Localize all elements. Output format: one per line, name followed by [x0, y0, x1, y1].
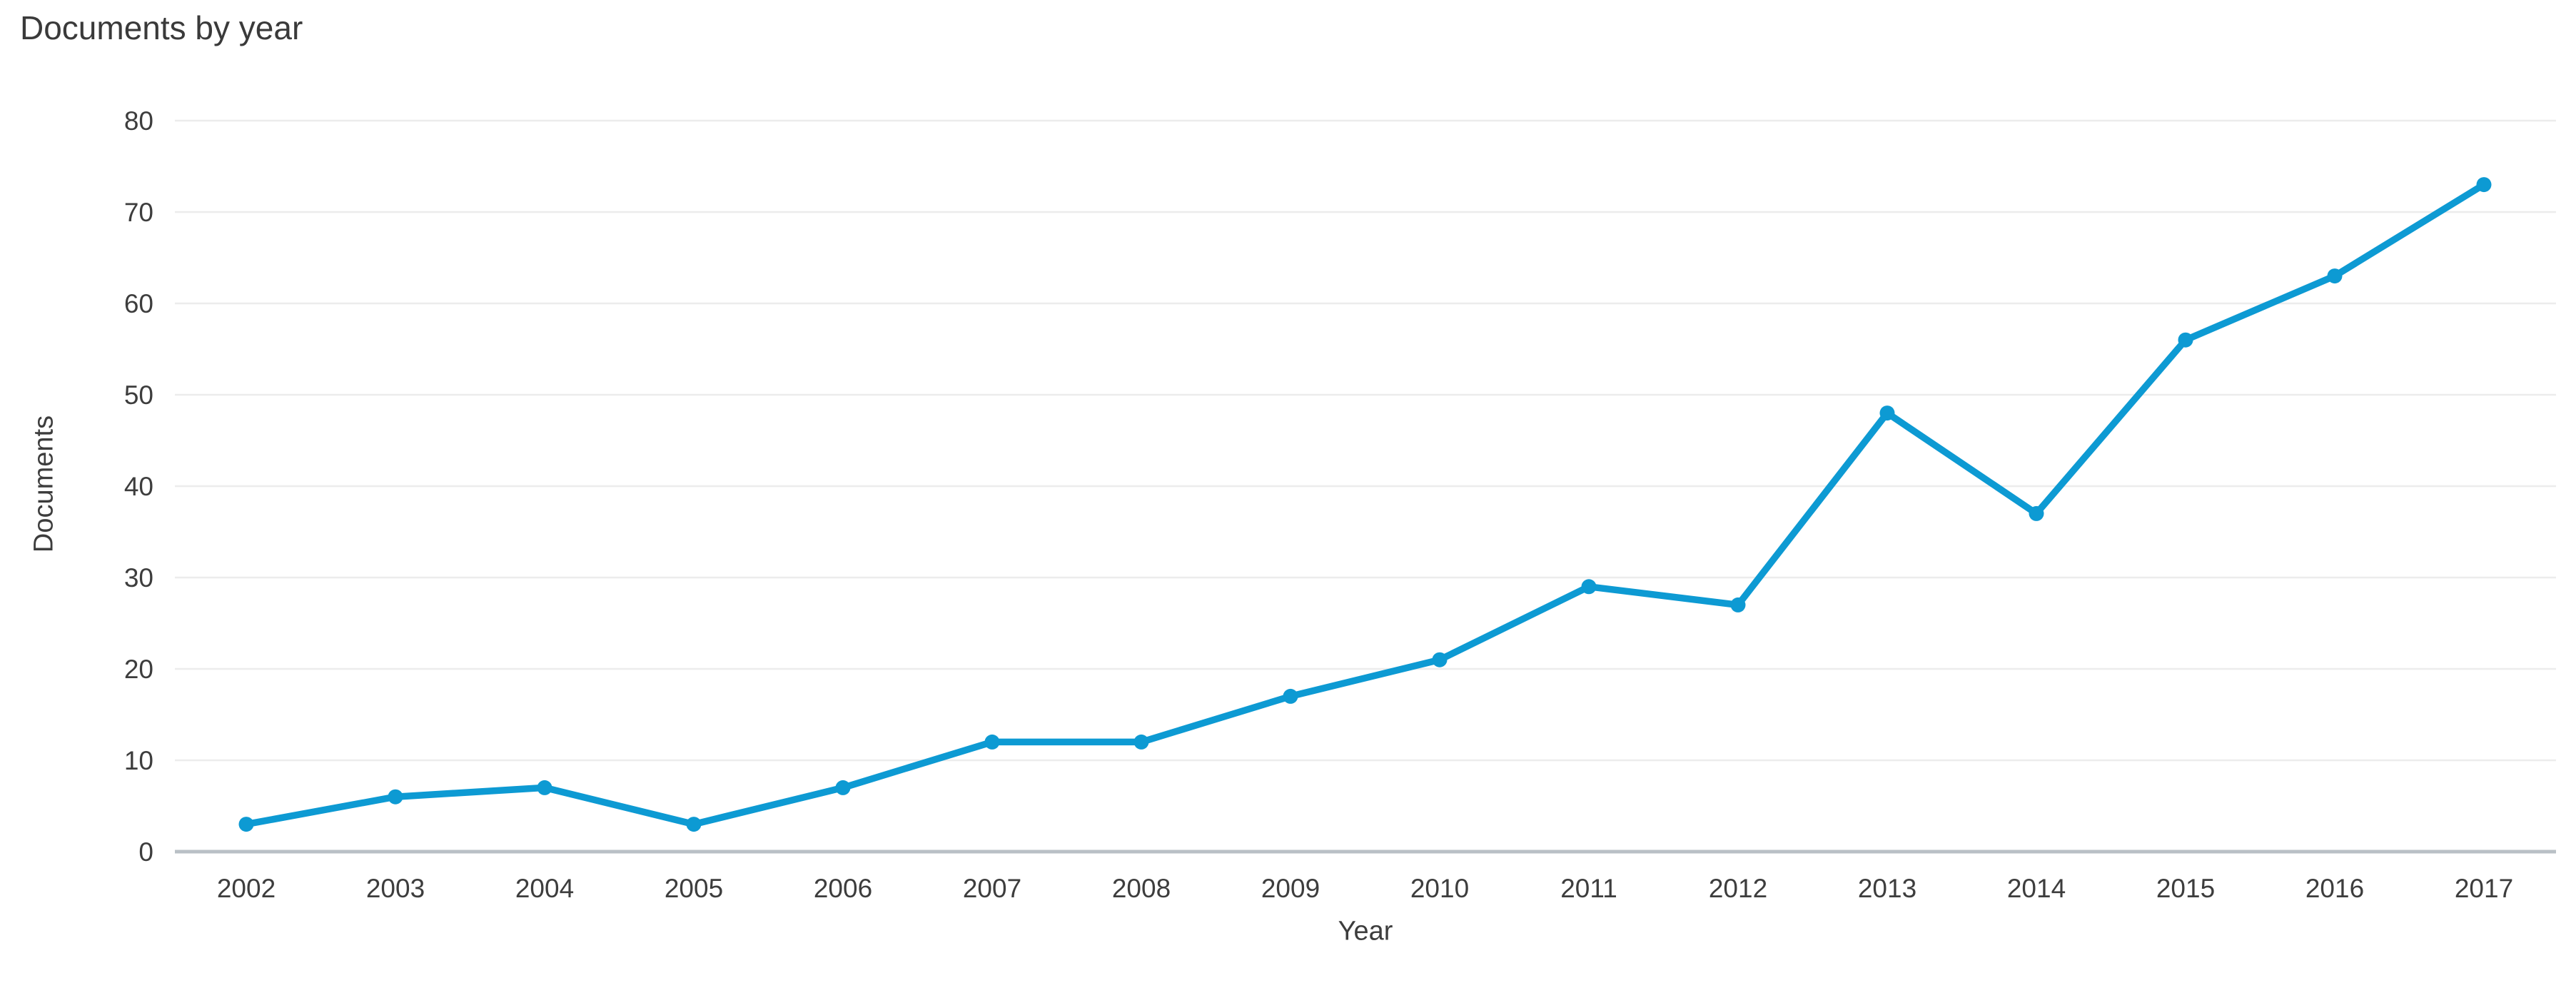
chart-title: Documents by year — [20, 9, 303, 46]
data-point-2013[interactable] — [1879, 405, 1895, 421]
x-tick-label-2005: 2005 — [665, 874, 723, 903]
x-tick-label-2008: 2008 — [1112, 874, 1171, 903]
x-tick-label-2009: 2009 — [1261, 874, 1320, 903]
y-tick-label-40: 40 — [124, 472, 153, 501]
x-tick-label-2003: 2003 — [366, 874, 425, 903]
y-tick-label-10: 10 — [124, 746, 153, 775]
data-point-2009[interactable] — [1283, 688, 1298, 704]
data-point-2008[interactable] — [1133, 734, 1149, 750]
data-point-2015[interactable] — [2178, 332, 2193, 348]
y-tick-label-50: 50 — [124, 380, 153, 410]
x-tick-label-2015: 2015 — [2156, 874, 2215, 903]
x-tick-label-2014: 2014 — [2007, 874, 2066, 903]
data-point-2010[interactable] — [1432, 652, 1448, 667]
data-point-2016[interactable] — [2327, 268, 2343, 284]
x-tick-label-2012: 2012 — [1709, 874, 1767, 903]
y-tick-label-30: 30 — [124, 563, 153, 593]
data-point-2005[interactable] — [686, 817, 702, 832]
y-tick-label-0: 0 — [138, 837, 153, 867]
x-axis-title: Year — [1338, 916, 1393, 947]
data-point-2006[interactable] — [835, 780, 851, 795]
x-tick-label-2002: 2002 — [217, 874, 276, 903]
x-tick-label-2017: 2017 — [2455, 874, 2513, 903]
y-tick-label-80: 80 — [124, 106, 153, 136]
data-point-2014[interactable] — [2029, 505, 2044, 521]
x-tick-label-2010: 2010 — [1410, 874, 1469, 903]
data-point-2017[interactable] — [2476, 177, 2492, 193]
x-tick-label-2016: 2016 — [2305, 874, 2364, 903]
y-tick-label-70: 70 — [124, 198, 153, 227]
data-point-2004[interactable] — [537, 780, 552, 795]
data-point-2007[interactable] — [984, 734, 1000, 750]
x-tick-label-2013: 2013 — [1858, 874, 1916, 903]
trend-line — [243, 181, 2487, 828]
x-tick-label-2007: 2007 — [963, 874, 1021, 903]
x-tick-label-2006: 2006 — [814, 874, 872, 903]
y-tick-label-60: 60 — [124, 289, 153, 318]
data-point-2002[interactable] — [238, 817, 254, 832]
y-tick-label-20: 20 — [124, 655, 153, 684]
data-point-2003[interactable] — [388, 789, 403, 805]
data-point-2012[interactable] — [1730, 597, 1746, 613]
x-tick-label-2004: 2004 — [515, 874, 574, 903]
x-tick-label-2011: 2011 — [1560, 874, 1617, 903]
data-point-2011[interactable] — [1581, 579, 1597, 595]
